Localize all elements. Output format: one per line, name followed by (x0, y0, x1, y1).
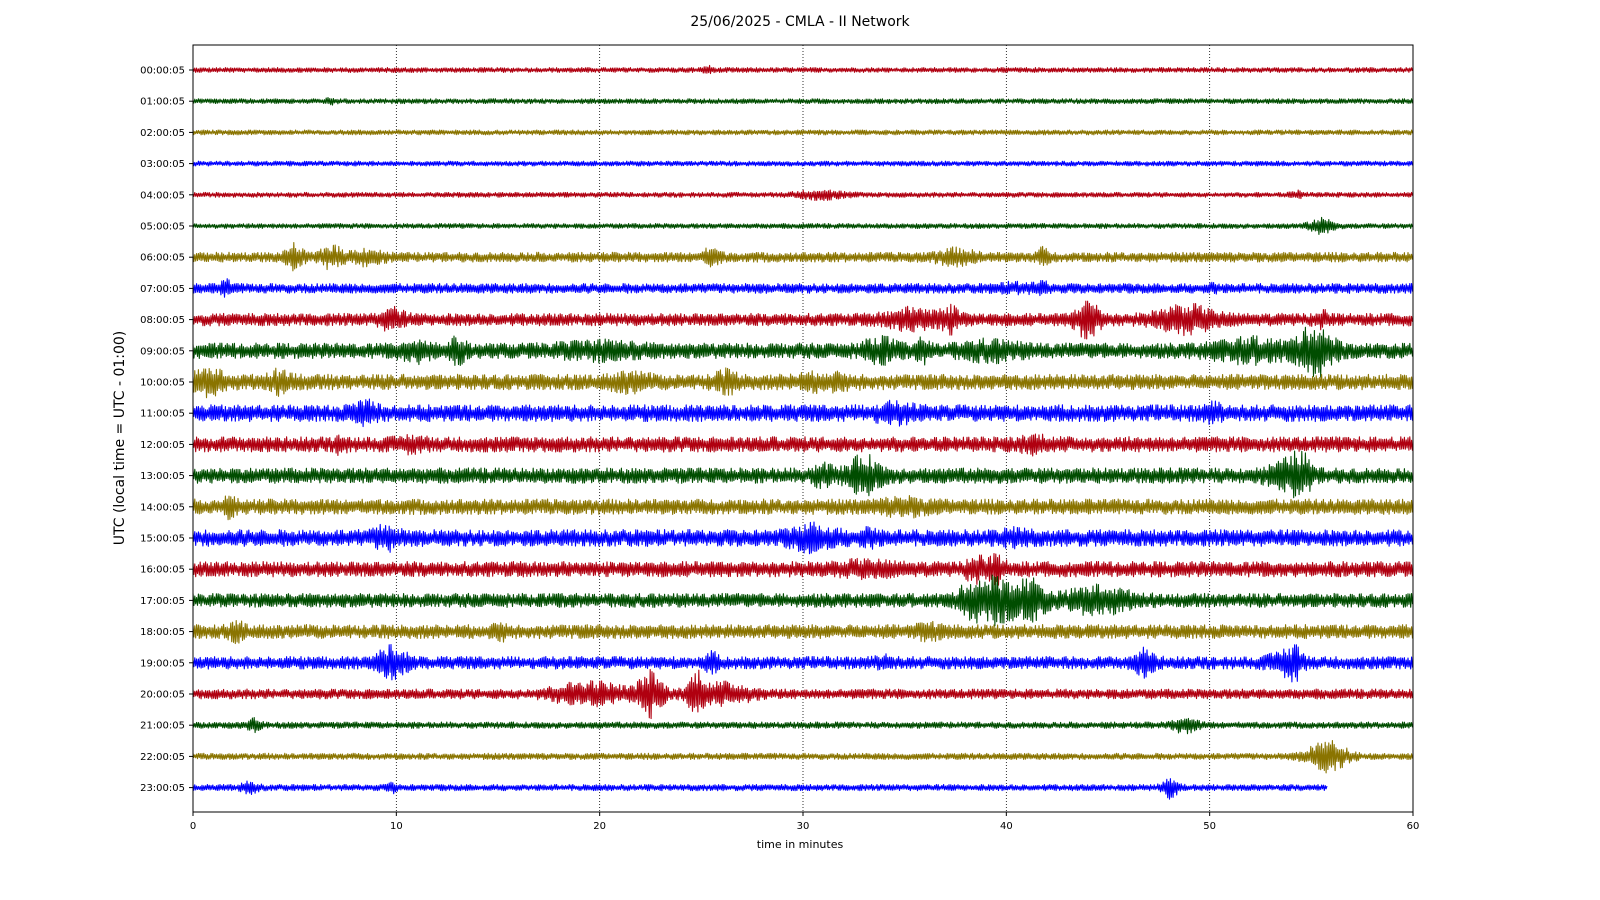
y-tick-label: 01:00:05 (140, 97, 185, 108)
y-tick-label: 15:00:05 (140, 534, 185, 545)
chart-title: 25/06/2025 - CMLA - II Network (690, 14, 910, 30)
y-tick-label: 11:00:05 (140, 409, 185, 420)
y-tick-label: 02:00:05 (140, 128, 185, 139)
trace-line (192, 450, 1414, 499)
x-tick-label: 10 (390, 821, 403, 832)
trace-line (192, 129, 1414, 136)
trace-line (192, 717, 1414, 735)
y-tick-label: 16:00:05 (140, 565, 185, 576)
x-tick-label: 20 (593, 821, 606, 832)
trace-line (192, 216, 1414, 235)
y-tick-label: 18:00:05 (140, 627, 185, 638)
trace-line (192, 552, 1414, 586)
trace-line (192, 521, 1414, 555)
trace-line (192, 620, 1414, 645)
x-tick-label: 0 (190, 821, 196, 832)
x-tick-label: 40 (1000, 821, 1013, 832)
y-tick-label: 14:00:05 (140, 502, 185, 513)
y-tick-label: 22:00:05 (140, 752, 185, 763)
y-tick-label: 00:00:05 (140, 66, 185, 77)
trace-line (192, 669, 1414, 720)
y-tick-label: 03:00:05 (140, 159, 185, 170)
trace-line (192, 326, 1414, 378)
x-tick-label: 50 (1203, 821, 1216, 832)
trace-line (192, 278, 1414, 298)
trace-line (192, 300, 1414, 340)
trace-line (192, 189, 1414, 202)
trace-line (192, 433, 1414, 457)
y-tick-label: 08:00:05 (140, 315, 185, 326)
trace-line (192, 96, 1414, 106)
y-tick-label: 13:00:05 (140, 471, 185, 482)
y-tick-label: 04:00:05 (140, 190, 185, 201)
y-tick-label: 19:00:05 (140, 658, 185, 669)
x-tick-label: 30 (797, 821, 810, 832)
trace-line (192, 574, 1414, 627)
y-tick-label: 20:00:05 (140, 690, 185, 701)
trace-line (192, 367, 1414, 399)
trace-line (192, 778, 1328, 800)
trace-line (192, 160, 1414, 167)
trace-line (192, 643, 1414, 683)
trace-line (192, 64, 1414, 75)
y-axis-label: UTC (local time = UTC - 01:00) (112, 330, 128, 546)
trace-line (192, 398, 1414, 428)
y-tick-label: 10:00:05 (140, 378, 185, 389)
y-tick-label: 05:00:05 (140, 222, 185, 233)
trace-line (192, 242, 1414, 272)
trace-line (192, 739, 1414, 774)
y-tick-label: 21:00:05 (140, 721, 185, 732)
y-tick-label: 12:00:05 (140, 440, 185, 451)
y-tick-label: 09:00:05 (140, 346, 185, 357)
x-axis-label: time in minutes (756, 838, 844, 851)
y-tick-label: 23:00:05 (140, 783, 185, 794)
y-tick-label: 06:00:05 (140, 253, 185, 264)
trace-line (192, 495, 1414, 521)
x-tick-label: 60 (1407, 821, 1420, 832)
y-tick-label: 07:00:05 (140, 284, 185, 295)
y-tick-label: 17:00:05 (140, 596, 185, 607)
